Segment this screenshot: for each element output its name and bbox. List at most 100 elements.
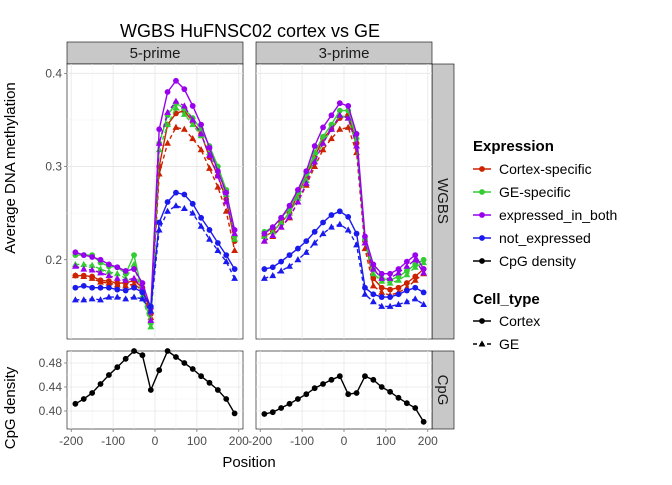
point-not_expressed-Cortex: [72, 284, 79, 291]
strip-label-cpg: CpG: [434, 375, 451, 406]
point-expressed_in_both-GE: [378, 274, 386, 281]
legend-item: Cortex: [473, 313, 540, 329]
point-Cortex-specific-Cortex: [387, 286, 393, 293]
point-Cortex-specific-GE: [378, 288, 386, 295]
point-Cortex-specific-Cortex: [370, 275, 377, 282]
point-expressed_in_both-GE: [277, 223, 285, 230]
point-not_expressed-Cortex: [378, 294, 385, 300]
point-not_expressed-Cortex: [198, 214, 204, 221]
point-Cortex-specific-GE: [328, 134, 335, 142]
point-not_expressed-GE: [319, 230, 327, 237]
y-tick-label: 0.2: [45, 253, 62, 267]
point-expressed_in_both-Cortex: [387, 270, 393, 277]
point-Cortex-specific-Cortex: [72, 272, 79, 279]
point-not_expressed-Cortex: [328, 212, 335, 218]
point-not_expressed-GE: [97, 296, 104, 303]
point-GE-specific-GE: [147, 323, 155, 330]
x-axis-title: Position: [222, 454, 275, 471]
point-cpg-density: [370, 376, 377, 383]
point-expressed_in_both-GE: [386, 274, 394, 281]
point-cpg-density: [189, 366, 196, 372]
legend-label: not_expressed: [499, 230, 591, 246]
point-not_expressed-Cortex: [231, 266, 238, 272]
chart-title: WGBS HuFNSC02 cortex vs GE: [120, 21, 380, 41]
point-not_expressed-GE: [286, 262, 293, 269]
point-not_expressed-Cortex: [164, 199, 171, 205]
legend-item: expressed_in_both: [473, 207, 617, 223]
point-expressed_in_both-Cortex: [328, 112, 335, 119]
x-tick-label: -100: [290, 434, 314, 448]
legend-key-point: [478, 340, 486, 347]
point-not_expressed-GE: [130, 293, 138, 300]
point-not_expressed-Cortex: [114, 286, 121, 293]
point-not_expressed-GE: [260, 274, 268, 281]
point-not_expressed-Cortex: [303, 238, 310, 245]
legend-title-cell-type: Cell_type: [473, 291, 540, 308]
point-expressed_in_both-GE: [260, 237, 268, 244]
point-GE-specific-GE: [189, 120, 197, 128]
point-cpg-density: [295, 396, 301, 402]
point-expressed_in_both-Cortex: [89, 254, 96, 260]
point-expressed_in_both-GE: [302, 179, 310, 186]
legend-key-point: [479, 166, 485, 172]
point-cpg-density: [345, 391, 352, 398]
point-expressed_in_both-Cortex: [173, 77, 179, 84]
point-expressed_in_both-GE: [411, 256, 419, 263]
strip-label-wgbs: WGBS: [434, 178, 451, 224]
point-not_expressed-GE: [80, 296, 88, 303]
point-not_expressed-Cortex: [181, 191, 188, 198]
point-not_expressed-GE: [139, 295, 146, 302]
point-cpg-density: [353, 390, 360, 396]
point-expressed_in_both-Cortex: [114, 264, 121, 271]
point-not_expressed-GE: [378, 302, 386, 309]
point-expressed_in_both-Cortex: [164, 89, 171, 95]
point-not_expressed-GE: [386, 302, 394, 309]
point-not_expressed-GE: [231, 274, 239, 281]
point-expressed_in_both-GE: [97, 269, 104, 276]
point-not_expressed-Cortex: [295, 245, 301, 252]
point-expressed_in_both-Cortex: [206, 144, 213, 151]
point-expressed_in_both-GE: [231, 230, 239, 237]
point-expressed_in_both-GE: [71, 262, 79, 269]
point-not_expressed-GE: [361, 290, 369, 297]
point-Cortex-specific-Cortex: [395, 284, 402, 291]
point-not_expressed-Cortex: [311, 228, 318, 235]
point-not_expressed-GE: [277, 267, 285, 274]
point-GE-specific-GE: [88, 261, 96, 268]
point-not_expressed-GE: [222, 258, 230, 265]
panel-bottom-3-prime: -200 -100 0 100 200: [248, 350, 438, 448]
legend-label: CpG density: [499, 253, 576, 269]
point-expressed_in_both-Cortex: [131, 266, 137, 272]
point-not_expressed-Cortex: [278, 258, 285, 265]
point-cpg-density: [387, 388, 393, 395]
point-expressed_in_both-GE: [80, 265, 88, 272]
point-cpg-density: [122, 355, 129, 362]
x-tick-label: -200: [248, 434, 272, 448]
x-tick-label: -100: [101, 434, 125, 448]
point-expressed_in_both-Cortex: [72, 249, 79, 256]
point-not_expressed-GE: [105, 293, 113, 300]
point-cpg-density: [378, 384, 385, 390]
x-tick-label: 200: [418, 434, 438, 448]
point-not_expressed-Cortex: [206, 227, 213, 233]
legend-label: GE-specific: [499, 184, 571, 200]
point-Cortex-specific-GE: [189, 134, 197, 142]
y-tick-label: 0.44: [39, 380, 63, 394]
point-Cortex-specific-GE: [231, 246, 239, 253]
point-Cortex-specific-GE: [206, 164, 213, 171]
point-not_expressed-Cortex: [395, 291, 402, 298]
point-GE-specific-Cortex: [336, 107, 343, 114]
point-expressed_in_both-GE: [113, 274, 121, 281]
point-not_expressed-Cortex: [345, 213, 352, 220]
point-expressed_in_both-Cortex: [269, 224, 276, 231]
point-expressed_in_both-Cortex: [320, 124, 326, 131]
strip-label-3prime: 3-prime: [319, 45, 370, 62]
y-tick-label: 0.3: [45, 160, 62, 174]
point-cpg-density: [395, 394, 402, 401]
panel-bottom-5-prime: 0.40 0.44 0.48 -200 -100 0 100 200: [39, 348, 249, 448]
point-expressed_in_both-Cortex: [198, 121, 204, 128]
panels: 0.20.30.40.400.440.48-200 -100 0 100 200 -200…: [39, 63, 438, 448]
point-not_expressed-GE: [189, 209, 197, 216]
point-expressed_in_both-GE: [197, 130, 205, 137]
point-not_expressed-Cortex: [420, 289, 427, 296]
